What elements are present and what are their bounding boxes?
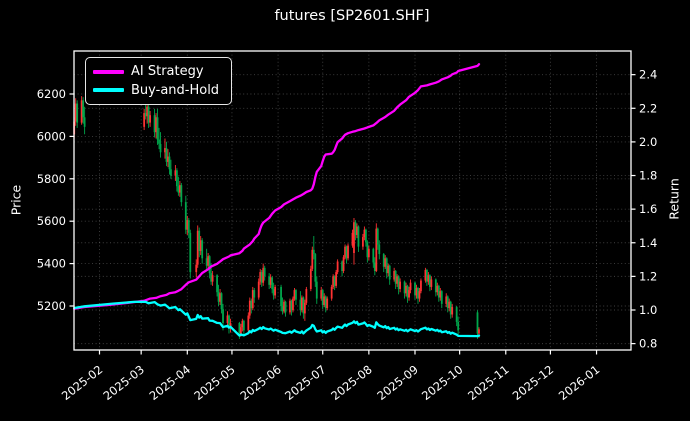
return-tick-label: 1.0 <box>639 303 657 317</box>
buy-and-hold-legend-label: Buy-and-Hold <box>131 82 220 98</box>
x-tick-label: 2025-02 <box>59 362 105 403</box>
price-tick-label: 5800 <box>37 172 66 186</box>
price-tick-label: 5200 <box>37 299 66 313</box>
price-tick-label: 5600 <box>37 214 66 228</box>
return-tick-label: 2.4 <box>639 68 657 82</box>
buy-and-hold-line-swatch <box>93 88 124 92</box>
x-tick-label: 2025-12 <box>510 362 556 403</box>
return-tick-label: 2.2 <box>639 101 657 115</box>
price-tick-label: 6200 <box>37 87 66 101</box>
price-tick-label: 6000 <box>37 129 66 143</box>
chart-title: futures [SP2601.SHF] <box>274 8 430 24</box>
x-tick-label: 2026-01 <box>556 362 602 403</box>
return-tick-label: 1.4 <box>639 236 657 250</box>
return-tick-label: 1.8 <box>639 169 657 183</box>
x-tick-label: 2025-09 <box>374 362 420 403</box>
x-tick-label: 2025-10 <box>419 362 465 403</box>
x-tick-label: 2025-05 <box>191 362 237 403</box>
x-tick-label: 2025-06 <box>237 362 283 403</box>
x-tick-label: 2025-03 <box>101 362 147 403</box>
buy-and-hold-line <box>73 300 481 338</box>
price-axis-label: Price <box>8 184 24 216</box>
x-tick-label: 2025-11 <box>465 362 511 403</box>
legend-item-buy-and-hold: Buy-and-Hold <box>93 84 223 97</box>
return-tick-label: 1.2 <box>639 269 657 283</box>
x-tick-label: 2025-04 <box>147 362 193 403</box>
return-tick-label: 1.6 <box>639 202 657 216</box>
ai-strategy-legend-label: AI Strategy <box>131 64 204 80</box>
ai-strategy-line <box>73 63 481 310</box>
x-tick-label: 2025-07 <box>282 362 328 403</box>
return-axis-label: Return <box>666 178 682 220</box>
return-tick-label: 2.0 <box>639 135 657 149</box>
x-tick-label: 2025-08 <box>328 362 374 403</box>
ai-strategy-line-swatch <box>93 70 124 74</box>
price-tick-label: 5400 <box>37 257 66 271</box>
legend: AI Strategy Buy-and-Hold <box>85 57 232 105</box>
legend-item-ai-strategy: AI Strategy <box>93 65 223 78</box>
return-tick-label: 0.8 <box>639 337 657 351</box>
